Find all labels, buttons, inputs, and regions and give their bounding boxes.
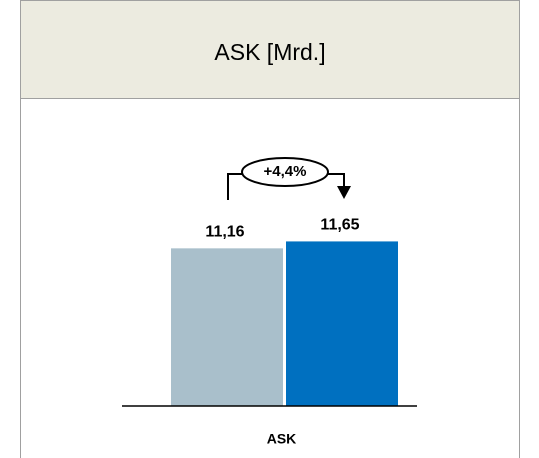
bar	[286, 241, 398, 406]
bracket-left	[227, 173, 242, 200]
chart-title: ASK [Mrd.]	[214, 39, 325, 65]
x-tick-label: ASK	[267, 431, 297, 447]
value-label: 11,65	[320, 217, 359, 234]
change-annotation: +4,4%	[227, 157, 351, 200]
bracket-right	[328, 173, 345, 188]
arrow-head	[337, 186, 351, 199]
bar	[171, 248, 283, 406]
panel-header	[20, 0, 520, 99]
annotation-ellipse	[241, 157, 329, 187]
annotation-text: +4,4%	[264, 163, 307, 180]
value-label: 11,16	[205, 224, 244, 241]
